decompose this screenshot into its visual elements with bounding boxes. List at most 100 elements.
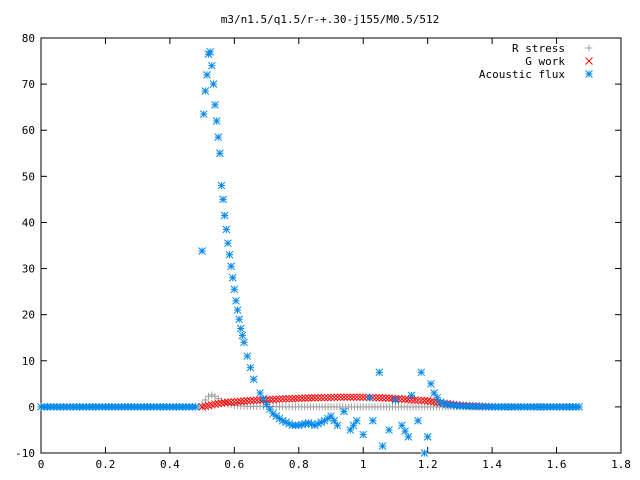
data-point: [230, 397, 239, 406]
data-point: [208, 391, 216, 399]
data-point: [243, 352, 252, 361]
data-point-fill: [227, 398, 235, 406]
x-tick-label: 0.8: [289, 458, 309, 471]
data-point-fill: [427, 397, 435, 406]
data-point: [340, 407, 348, 416]
data-point: [236, 324, 245, 333]
y-axis: -10 0 10 20 30 40 50 60 70 80: [15, 32, 621, 460]
data-point: [488, 403, 496, 411]
y-tick-label: 20: [22, 309, 35, 322]
data-point: [307, 394, 316, 402]
x-axis: 0 0.2 0.4 0.6 0.8 1 1.2 1.4 1.6 1.8: [38, 38, 631, 471]
data-point: [232, 296, 240, 305]
data-point: [209, 80, 218, 88]
data-point: [235, 315, 244, 324]
data-point: [246, 363, 255, 372]
data-point: [203, 71, 211, 79]
data-point: [228, 273, 237, 282]
data-point: [410, 396, 419, 404]
data-point-fill: [298, 394, 306, 403]
data-point: [288, 421, 297, 430]
data-point-fill: [330, 416, 339, 425]
data-point: [423, 433, 432, 441]
data-point: [191, 403, 200, 411]
data-point: [85, 403, 94, 411]
data-point: [568, 403, 577, 411]
data-point: [359, 393, 368, 402]
y-tick-label: 30: [22, 263, 35, 276]
data-point: [314, 393, 322, 402]
data-point-fill: [381, 394, 390, 402]
data-point: [575, 403, 583, 411]
data-point: [327, 403, 335, 411]
data-point: [417, 396, 426, 405]
data-point: [385, 426, 393, 434]
data-point: [101, 403, 110, 411]
data-point: [378, 394, 387, 402]
data-point-fill: [233, 397, 242, 406]
data-point: [240, 338, 248, 347]
data-point: [536, 403, 545, 411]
data-point: [278, 416, 287, 425]
data-point-fill: [420, 396, 429, 405]
plot-frame: [40, 37, 622, 454]
data-point-fill: [375, 393, 384, 402]
y-tick-label: 0: [28, 401, 35, 414]
data-point: [237, 402, 245, 410]
data-point: [504, 403, 513, 411]
data-point: [301, 394, 310, 402]
data-point: [275, 395, 284, 403]
data-point: [269, 409, 277, 418]
data-point: [443, 400, 451, 409]
data-point: [249, 396, 258, 405]
data-point: [385, 394, 393, 402]
data-point-fill: [401, 395, 409, 404]
data-point: [233, 306, 242, 314]
x-tick-label: 0: [38, 458, 45, 471]
legend-label: G work: [525, 55, 565, 68]
data-point: [365, 393, 374, 402]
data-point-fill: [201, 402, 210, 411]
x-tick-label: 0.4: [160, 458, 180, 471]
data-point: [288, 394, 297, 403]
data-point: [414, 416, 422, 425]
data-point: [391, 396, 400, 404]
data-point: [243, 397, 252, 405]
data-point: [359, 403, 367, 411]
data-point: [207, 61, 216, 70]
data-point-fill: [207, 400, 216, 409]
data-point: [346, 426, 355, 434]
data-point-fill: [265, 405, 274, 414]
data-point: [398, 421, 406, 430]
data-point: [352, 416, 361, 425]
data-point: [198, 247, 206, 255]
data-point-fill: [343, 393, 351, 402]
data-point: [404, 433, 413, 441]
y-tick-label: -10: [15, 447, 35, 460]
data-point: [420, 449, 429, 457]
data-point-fill: [336, 393, 345, 402]
data-point: [204, 401, 213, 410]
data-point: [423, 397, 432, 405]
data-point: [327, 412, 335, 420]
data-point-fill: [349, 421, 358, 430]
data-point: [269, 395, 277, 404]
data-point-fill: [278, 395, 287, 403]
legend-marker: [585, 70, 593, 78]
data-point: [211, 400, 219, 408]
y-tick-label: 60: [22, 124, 35, 137]
data-point: [404, 395, 413, 404]
data-point-fill: [272, 395, 281, 404]
data-point: [378, 442, 387, 450]
chart-title: m3/n1.5/q1.5/r-+.30-j155/M0.5/512: [221, 13, 440, 26]
data-point: [238, 331, 247, 340]
plot-area: [37, 47, 583, 457]
data-point-fill: [253, 396, 261, 405]
data-point: [117, 403, 126, 411]
data-point: [436, 398, 445, 407]
data-point: [214, 133, 223, 141]
legend-marker: [585, 44, 593, 52]
data-point: [149, 403, 158, 411]
data-point: [53, 403, 61, 411]
data-point: [211, 101, 219, 109]
